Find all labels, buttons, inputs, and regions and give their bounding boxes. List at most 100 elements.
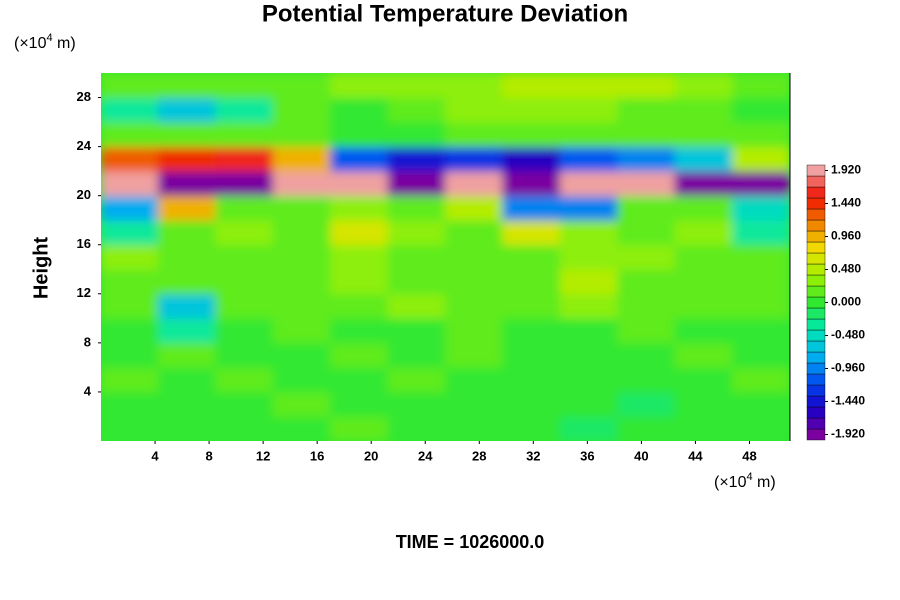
cell — [674, 317, 734, 344]
cell — [559, 317, 619, 344]
cell — [732, 170, 790, 197]
cell — [732, 195, 790, 221]
cell — [330, 73, 389, 99]
cell — [617, 244, 676, 270]
colorbar-tick-label: -0.960 — [831, 361, 865, 375]
cell — [272, 219, 332, 246]
cell — [101, 73, 159, 99]
cell — [387, 97, 446, 123]
cell — [502, 97, 561, 123]
cell — [387, 121, 446, 148]
x-unit: (×104 m) — [714, 471, 776, 491]
cell — [559, 146, 619, 172]
cell — [387, 415, 446, 441]
cell — [445, 195, 504, 221]
y-axis-label: Height — [30, 237, 52, 300]
colorbar-tick-label: 0.480 — [831, 262, 861, 276]
cell — [157, 121, 217, 148]
cell — [272, 97, 332, 123]
y-tick-label: 20 — [77, 187, 91, 202]
colorbar-band — [806, 340, 826, 353]
cell — [502, 219, 561, 246]
cell — [445, 146, 504, 172]
x-tick-label: 12 — [256, 448, 270, 463]
cell — [674, 268, 734, 295]
cell — [215, 146, 274, 172]
cell — [617, 342, 676, 368]
cell — [445, 73, 504, 99]
unit-base: (×10 — [714, 474, 747, 491]
cell — [157, 146, 217, 172]
cell — [215, 195, 274, 221]
cell — [215, 244, 274, 270]
cell — [617, 219, 676, 246]
cell — [387, 366, 446, 393]
cell — [617, 391, 676, 417]
cell — [674, 415, 734, 441]
cell — [445, 317, 504, 344]
x-tick-label: 32 — [526, 448, 540, 463]
cell — [732, 366, 790, 393]
x-tick-label: 48 — [742, 448, 756, 463]
cell — [674, 146, 734, 172]
colorbar-band — [806, 175, 826, 188]
unit-base: (×10 — [14, 35, 47, 52]
cell — [674, 97, 734, 123]
cell — [502, 268, 561, 295]
cell — [559, 244, 619, 270]
cell — [617, 121, 676, 148]
cell — [387, 391, 446, 417]
cell — [272, 146, 332, 172]
cell — [559, 97, 619, 123]
cell — [272, 415, 332, 441]
cell — [445, 342, 504, 368]
cell — [617, 268, 676, 295]
cell — [215, 170, 274, 197]
cell — [157, 342, 217, 368]
cell — [502, 121, 561, 148]
colorbar-band — [806, 395, 826, 408]
x-tick-label: 24 — [418, 448, 433, 463]
colorbar-band — [806, 219, 826, 232]
unit-suffix: m) — [53, 35, 76, 52]
cell — [215, 415, 274, 441]
cell — [732, 415, 790, 441]
cell — [674, 366, 734, 393]
cell — [559, 415, 619, 441]
cell — [272, 268, 332, 295]
cell — [330, 97, 389, 123]
cell — [502, 391, 561, 417]
cell — [272, 366, 332, 393]
colorbar-band — [806, 373, 826, 386]
cell — [732, 97, 790, 123]
cell — [330, 317, 389, 344]
cell — [157, 244, 217, 270]
x-tick-label: 4 — [151, 448, 159, 463]
cell — [157, 415, 217, 441]
cell — [272, 342, 332, 368]
x-tick-label: 20 — [364, 448, 378, 463]
colorbar-band — [806, 384, 826, 397]
cell — [157, 366, 217, 393]
cell — [674, 219, 734, 246]
cell — [617, 97, 676, 123]
cell — [272, 293, 332, 319]
y-tick-label: 24 — [77, 138, 92, 153]
cell — [330, 366, 389, 393]
cell — [215, 219, 274, 246]
cell — [445, 121, 504, 148]
cell — [559, 293, 619, 319]
cell — [215, 73, 274, 99]
cell — [101, 342, 159, 368]
cell — [272, 317, 332, 344]
cell — [732, 219, 790, 246]
cell — [157, 73, 217, 99]
colorbar-band — [806, 208, 826, 221]
colorbar-tick-label: 1.920 — [831, 163, 861, 177]
cell — [101, 195, 159, 221]
cell — [387, 219, 446, 246]
cell — [732, 268, 790, 295]
cell — [330, 146, 389, 172]
cell — [674, 170, 734, 197]
cell — [674, 293, 734, 319]
